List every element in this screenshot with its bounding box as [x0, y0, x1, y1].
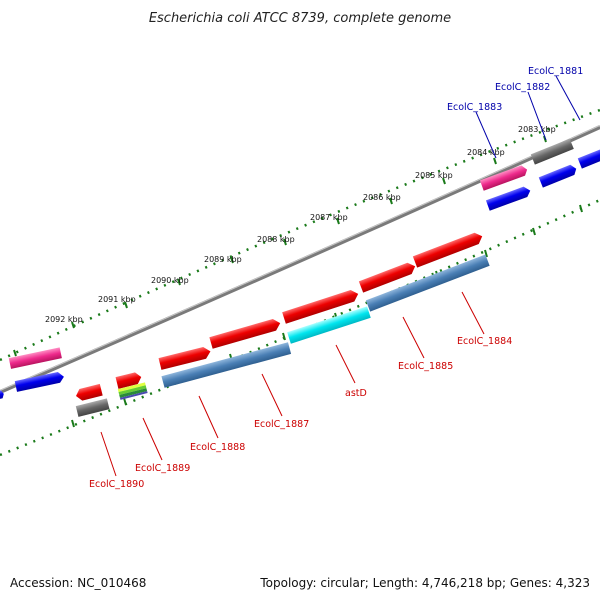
tick-label: 2088 kbp [257, 235, 295, 244]
gene-ecolc-1881[interactable] [530, 138, 574, 165]
label-astd[interactable]: astD [345, 388, 367, 399]
genome-backbone-highlight [0, 125, 600, 391]
gene-track [75, 254, 490, 417]
leader-1887 [261, 373, 283, 417]
major-tick [13, 349, 17, 357]
topology-text: Topology: circular; Length: 4,746,218 bp… [260, 576, 590, 590]
major-ticks [13, 135, 583, 428]
major-tick [123, 397, 127, 406]
gene-red-1885[interactable] [358, 261, 417, 293]
label-ecolc-1882[interactable]: EcolC_1882 [495, 82, 550, 93]
label-ecolc-1890[interactable]: EcolC_1890 [89, 479, 144, 490]
gene-block-1889[interactable] [117, 382, 148, 400]
major-tick [442, 177, 446, 185]
label-ecolc-1889[interactable]: EcolC_1889 [135, 463, 190, 474]
outer-blue-row [0, 163, 578, 400]
leader-1884 [461, 291, 485, 335]
gene-red-1890[interactable] [75, 383, 103, 402]
major-tick [177, 278, 181, 286]
leader-lines [100, 75, 581, 477]
gene-block-astd[interactable] [287, 306, 371, 344]
major-tick [532, 227, 536, 236]
major-tick [543, 135, 547, 143]
leader-1881 [555, 75, 581, 121]
major-tick [71, 321, 75, 329]
leader-astd [335, 344, 356, 384]
leader-1882 [527, 91, 547, 141]
gene-magenta-left[interactable] [8, 347, 62, 369]
gene-blue-right-top[interactable] [577, 147, 600, 169]
tick-label: 2083 kbp [518, 125, 556, 134]
label-ecolc-1881[interactable]: EcolC_1881 [528, 66, 583, 77]
gene-ecolc-1883[interactable] [479, 164, 529, 191]
tick-label: 2092 kbp [45, 315, 83, 324]
tick-label: 2091 kbp [98, 295, 136, 304]
tick-label: 2085 kbp [415, 171, 453, 180]
label-ecolc-1883[interactable]: EcolC_1883 [447, 102, 502, 113]
label-ecolc-1887[interactable]: EcolC_1887 [254, 419, 309, 430]
map-title: Escherichia coli ATCC 8739, complete gen… [149, 11, 451, 26]
bottom-labels: EcolC_1884 EcolC_1885 astD EcolC_1887 Ec… [89, 336, 512, 490]
inner-scale-track [0, 198, 600, 457]
accession-text: Accession: NC_010468 [10, 576, 147, 590]
leader-1890 [100, 431, 117, 477]
major-tick [283, 238, 287, 246]
major-tick [336, 217, 340, 225]
tick-label: 2090 kbp [151, 276, 189, 285]
major-tick [579, 204, 583, 213]
gene-red-1884[interactable] [412, 231, 485, 268]
leader-1889 [142, 417, 163, 461]
leader-1883 [475, 111, 497, 159]
gene-blue-cds[interactable] [485, 185, 532, 211]
leader-1885 [402, 316, 425, 359]
inner-red-row [75, 231, 485, 402]
gene-ecolc-1882[interactable] [538, 163, 578, 188]
tick-label: 2089 kbp [204, 255, 242, 264]
top-labels: EcolC_1881 EcolC_1882 EcolC_1883 [447, 66, 583, 113]
gene-red-astd[interactable] [282, 288, 360, 324]
major-tick [124, 301, 128, 309]
tick-label: 2087 kbp [310, 213, 348, 222]
gene-red-1888[interactable] [158, 346, 212, 370]
major-tick [230, 256, 234, 264]
gene-block-1887[interactable] [161, 342, 292, 388]
gene-red-1889[interactable] [115, 371, 143, 389]
gene-block-1884[interactable] [365, 254, 490, 312]
label-ecolc-1885[interactable]: EcolC_1885 [398, 361, 453, 372]
genome-backbone [0, 125, 600, 394]
gene-blue-left-edge[interactable] [0, 390, 5, 400]
tick-label: 2086 kbp [363, 193, 401, 202]
major-tick [484, 249, 488, 258]
tick-label: 2084 kbp [467, 148, 505, 157]
major-tick [282, 332, 286, 341]
major-tick [71, 419, 75, 428]
gene-blue-left[interactable] [14, 371, 65, 392]
major-tick [493, 157, 497, 165]
label-ecolc-1884[interactable]: EcolC_1884 [457, 336, 512, 347]
leader-1888 [198, 395, 219, 439]
gene-red-1887[interactable] [209, 317, 282, 349]
outer-scale-track [0, 108, 600, 362]
label-ecolc-1888[interactable]: EcolC_1888 [190, 442, 245, 453]
gene-block-1890[interactable] [75, 398, 110, 417]
outer-features [8, 138, 600, 369]
major-tick [389, 197, 393, 205]
